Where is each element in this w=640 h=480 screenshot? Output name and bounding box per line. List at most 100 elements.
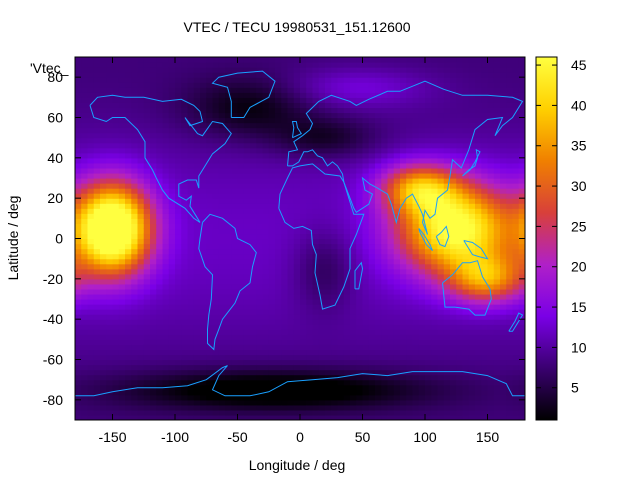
heatmap-cell [393,223,401,230]
heatmap-cell [243,258,251,265]
heatmap-cell [225,97,232,103]
heatmap-cell [412,299,420,305]
heatmap-cell [281,142,289,149]
heatmap-cell [125,263,132,270]
heatmap-cell [487,102,495,109]
heatmap-cell [243,162,251,169]
heatmap-cell [112,97,120,103]
heatmap-cell [356,167,364,174]
heatmap-cell [212,127,220,134]
heatmap-cell [112,399,120,406]
heatmap-cell [500,167,507,174]
heatmap-cell [406,117,414,124]
heatmap-cell [331,273,339,280]
heatmap-cell [500,389,507,396]
heatmap-cell [375,389,382,396]
heatmap-cell [275,193,282,199]
heatmap-cell [368,329,376,335]
heatmap-cell [200,334,207,340]
heatmap-cell [225,62,232,68]
heatmap-cell [356,263,364,270]
heatmap-cell [243,142,251,149]
heatmap-cell [256,157,264,164]
heatmap-cell [506,359,514,366]
heatmap-cell [425,394,432,401]
heatmap-cell [137,299,145,305]
heatmap-cell [150,273,157,280]
heatmap-cell [506,389,514,396]
heatmap-cell [118,248,126,255]
heatmap-cell [481,278,489,285]
heatmap-cell [206,77,214,83]
heatmap-cell [131,152,139,159]
heatmap-cell [400,147,407,154]
heatmap-cell [281,208,289,214]
heatmap-cell [293,167,301,174]
heatmap-cell [81,268,89,275]
heatmap-cell [75,127,82,134]
heatmap-cell [356,203,364,209]
heatmap-cell [268,243,276,250]
heatmap-cell [481,273,489,280]
heatmap-cell [431,263,439,270]
heatmap-cell [406,112,414,119]
heatmap-cell [462,203,470,209]
heatmap-cell [287,213,295,219]
heatmap-cell [437,248,445,255]
heatmap-cell [468,127,476,134]
heatmap-cell [325,283,332,290]
heatmap-cell [218,218,226,224]
heatmap-cell [287,117,295,124]
heatmap-cell [281,268,289,275]
heatmap-cell [293,127,301,134]
heatmap-cell [262,319,270,325]
heatmap-cell [168,193,176,199]
heatmap-cell [250,374,257,381]
heatmap-cell [187,414,195,420]
heatmap-cell [137,339,145,345]
heatmap-cell [381,283,389,290]
heatmap-cell [243,97,251,103]
heatmap-cell [493,157,501,164]
heatmap-cell [231,379,239,386]
heatmap-cell [325,178,332,184]
heatmap-cell [431,107,439,114]
heatmap-cell [75,198,82,204]
heatmap-cell [150,293,157,300]
heatmap-cell [400,142,407,149]
heatmap-cell [156,258,164,265]
heatmap-cell [381,147,389,154]
heatmap-cell [243,223,251,230]
heatmap-cell [300,283,307,290]
heatmap-cell [231,87,239,93]
heatmap-cell [506,384,514,391]
heatmap-cell [425,263,432,270]
heatmap-cell [206,369,214,376]
heatmap-cell [218,324,226,330]
heatmap-cell [412,394,420,401]
heatmap-cell [362,414,370,420]
heatmap-cell [425,389,432,396]
heatmap-cell [156,364,164,371]
heatmap-cell [125,253,132,260]
heatmap-cell [237,178,245,184]
heatmap-cell [187,299,195,305]
heatmap-cell [168,87,176,93]
heatmap-cell [325,142,332,149]
heatmap-cell [325,167,332,174]
heatmap-cell [443,273,451,280]
heatmap-cell [131,127,139,134]
heatmap-cell [393,178,401,184]
heatmap-cell [137,359,145,366]
heatmap-cell [112,273,120,280]
heatmap-cell [100,359,107,366]
heatmap-cell [131,304,139,310]
heatmap-cell [331,137,339,144]
heatmap-cell [143,57,151,63]
heatmap-cell [143,208,151,214]
heatmap-cell [206,314,214,320]
heatmap-cell [493,228,501,235]
heatmap-cell [275,152,282,159]
heatmap-cell [93,268,101,275]
heatmap-cell [318,223,326,230]
